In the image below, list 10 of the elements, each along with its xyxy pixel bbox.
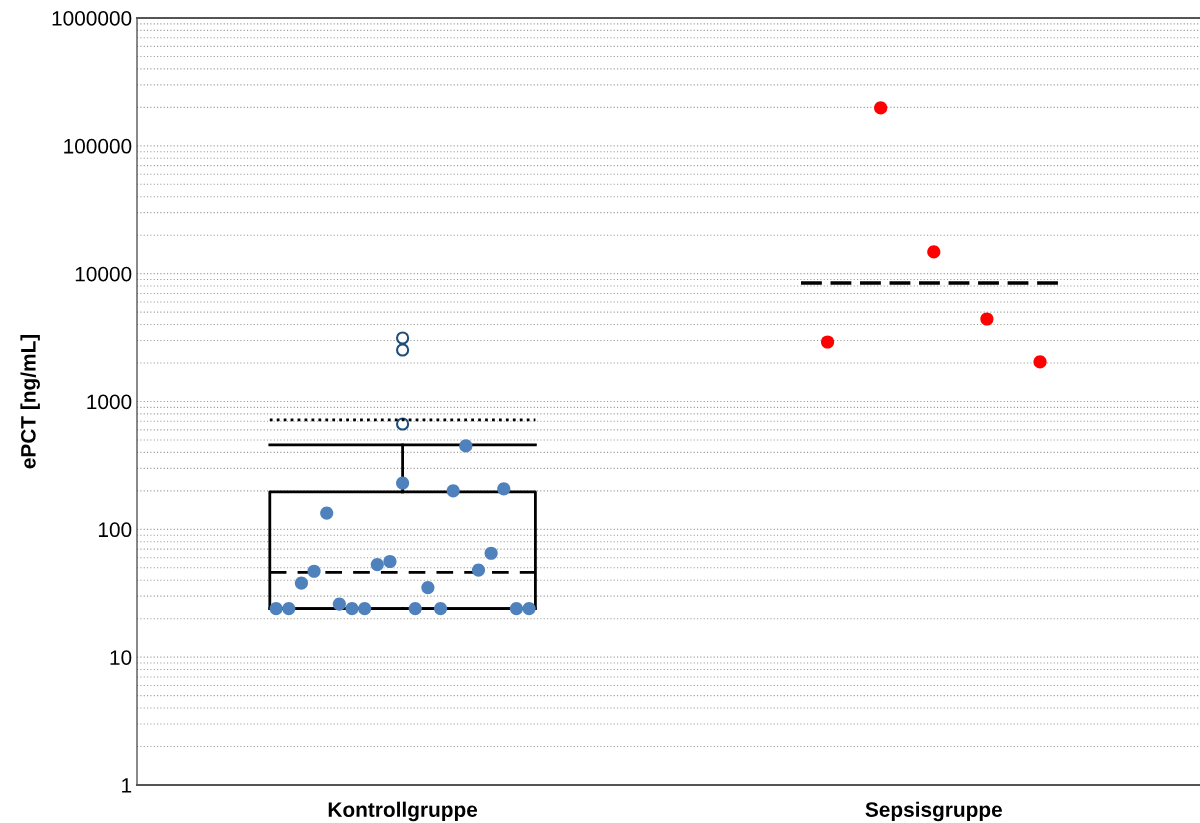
y-tick-label: 1	[122, 778, 132, 793]
y-axis-title: ePCT [ng/mL]	[20, 334, 40, 469]
y-tick-label: 100000	[64, 138, 132, 154]
x-tick-label: Kontrollgruppe	[328, 801, 478, 822]
y-tick-label: 10000	[75, 266, 132, 282]
y-tick-label: 1000	[87, 394, 132, 410]
y-tick-label: 1000000	[52, 11, 132, 26]
x-tick-label: Sepsisgruppe	[865, 801, 1002, 822]
y-tick-label: 10	[110, 650, 132, 665]
y-tick-label: 100	[98, 522, 132, 538]
